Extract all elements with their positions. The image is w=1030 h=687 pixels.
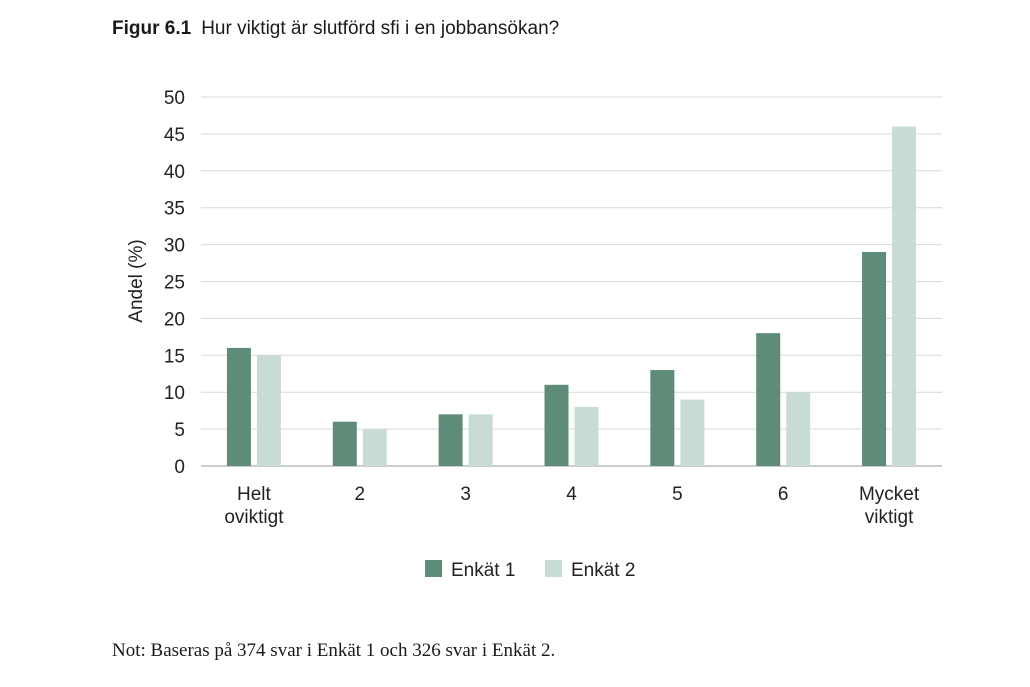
x-tick-labels: Helt oviktigt 2 3 4 5 6 Mycket viktigt: [224, 484, 920, 528]
y-tick-label: 50: [164, 88, 185, 109]
y-tick-label: 45: [164, 125, 185, 146]
y-tick-label: 30: [164, 236, 185, 257]
y-tick-labels: 0 5 10 15 20 25 30 35 40 45 50: [164, 88, 185, 478]
bar: [362, 429, 387, 466]
y-tick-label: 40: [164, 162, 185, 183]
figure-note: Not: Baseras på 374 svar i Enkät 1 och 3…: [112, 640, 556, 661]
legend: Enkät 1 Enkät 2: [425, 560, 635, 581]
bars: [226, 126, 917, 467]
y-tick-label: 10: [164, 383, 185, 404]
y-tick-label: 15: [164, 346, 185, 367]
bar: [756, 333, 781, 466]
legend-label: Enkät 2: [571, 560, 635, 581]
y-axis-label: Andel (%): [126, 239, 147, 322]
legend-swatch: [425, 560, 442, 577]
bar: [544, 384, 569, 466]
bar: [574, 406, 599, 466]
bar: [226, 347, 251, 466]
x-tick-label: Helt oviktigt: [224, 484, 284, 528]
x-tick-label: 6: [778, 484, 789, 505]
x-tick-label: 3: [460, 484, 471, 505]
y-tick-label: 35: [164, 199, 185, 220]
y-tick-label: 25: [164, 273, 185, 294]
bar: [650, 370, 675, 466]
bar: [680, 399, 705, 466]
x-tick-label: Mycket viktigt: [859, 484, 920, 528]
figure-number: Figur 6.1: [112, 18, 192, 39]
legend-swatch: [545, 560, 562, 577]
bar: [862, 251, 887, 466]
figure-title: Figur 6.1 Hur viktigt är slutförd sfi i e…: [112, 18, 559, 40]
bar: [786, 392, 811, 466]
x-tick-label: 2: [354, 484, 365, 505]
x-tick-label: 4: [566, 484, 577, 505]
y-tick-label: 0: [174, 457, 185, 478]
bar: [332, 421, 357, 466]
bar: [256, 355, 281, 466]
x-tick-label: 5: [672, 484, 683, 505]
y-tick-label: 20: [164, 309, 185, 330]
bar: [892, 126, 917, 467]
figure-title-text: Hur viktigt är slutförd sfi i en jobbans…: [201, 18, 560, 39]
y-tick-label: 5: [174, 420, 185, 441]
legend-label: Enkät 1: [451, 560, 515, 581]
gridlines: [201, 96, 942, 467]
bar: [438, 414, 463, 466]
bar: [468, 414, 493, 466]
